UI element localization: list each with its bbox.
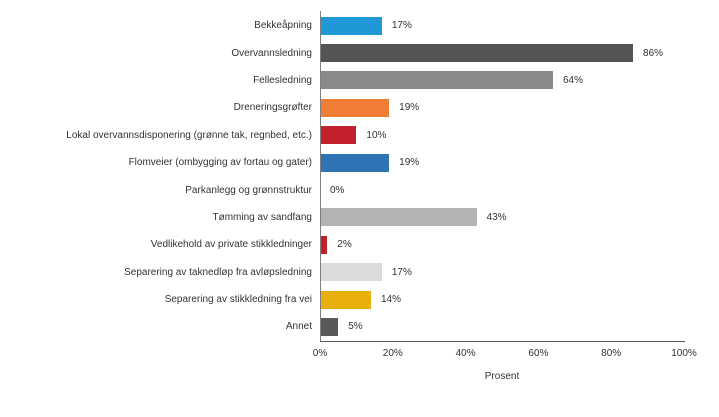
x-axis-title: Prosent <box>484 371 520 382</box>
chart-row: Lokal overvannsdisponering (grønne tak, … <box>0 122 719 149</box>
bar <box>320 16 382 35</box>
bar <box>320 263 382 282</box>
x-tick-label: 40% <box>455 348 476 359</box>
category-label: Flomveier (ombygging av fortau og gater) <box>128 157 312 169</box>
bar <box>320 317 339 336</box>
value-label: 14% <box>380 294 401 306</box>
chart-row: Tømming av sandfang 43% <box>0 204 719 231</box>
value-label: 2% <box>337 239 352 251</box>
value-label: 0% <box>330 184 345 196</box>
chart-row: Bekkeåpning 17% <box>0 12 719 39</box>
chart-row: Parkanlegg og grønnstruktur 0% <box>0 176 719 203</box>
category-label: Vedlikehold av private stikkledninger <box>150 239 312 251</box>
value-label: 43% <box>486 211 507 223</box>
category-label: Parkanlegg og grønnstruktur <box>185 184 312 196</box>
bar <box>320 126 357 145</box>
bar-track: 14% <box>320 290 719 309</box>
y-axis-line <box>320 11 321 341</box>
bar <box>320 98 390 117</box>
bar-track: 19% <box>320 98 719 117</box>
category-label: Dreneringsgrøfter <box>233 102 312 114</box>
bar-track: 17% <box>320 263 719 282</box>
category-label: Annet <box>285 321 312 333</box>
bar <box>320 44 634 63</box>
bar-track: 43% <box>320 208 719 227</box>
category-label: Tømming av sandfang <box>212 211 313 223</box>
category-label: Separering av taknedløp fra avløpslednin… <box>124 266 312 278</box>
category-label: Overvannsledning <box>231 47 312 59</box>
bar-track: 2% <box>320 235 719 254</box>
chart-row: Overvannsledning 86% <box>0 39 719 66</box>
value-label: 19% <box>399 157 420 169</box>
bar <box>320 290 371 309</box>
chart-row: Separering av taknedløp fra avløpslednin… <box>0 259 719 286</box>
bar-rows: Bekkeåpning 17% Overvannsledning 86% Fellesl… <box>0 12 719 341</box>
value-label: 5% <box>348 321 363 333</box>
x-tick-label: 20% <box>382 348 403 359</box>
bar-track: 19% <box>320 153 719 172</box>
bar-track: 86% <box>320 44 719 63</box>
chart-row: Fellesledning 64% <box>0 67 719 94</box>
chart-row: Vedlikehold av private stikkledninger 2% <box>0 231 719 258</box>
value-label: 64% <box>562 74 583 86</box>
category-label: Bekkeåpning <box>254 20 312 32</box>
value-label: 17% <box>391 266 412 278</box>
category-label: Lokal overvannsdisponering (grønne tak, … <box>66 129 312 141</box>
category-label: Separering av stikkledning fra vei <box>164 294 312 306</box>
value-label: 19% <box>399 102 420 114</box>
bar <box>320 153 390 172</box>
x-tick-label: 100% <box>671 348 697 359</box>
value-label: 10% <box>366 129 387 141</box>
x-axis-line <box>320 341 685 342</box>
x-axis-ticks: 0% 20% 40% 60% 80% 100% <box>313 348 697 362</box>
category-label: Fellesledning <box>253 74 312 86</box>
bar-track: 0% <box>320 181 719 199</box>
bar <box>320 71 553 90</box>
chart-row: Flomveier (ombygging av fortau og gater)… <box>0 149 719 176</box>
x-tick-label: 80% <box>601 348 622 359</box>
bar <box>320 235 328 254</box>
bar-track: 64% <box>320 71 719 90</box>
bar <box>320 208 477 227</box>
value-label: 86% <box>643 47 664 59</box>
chart-row: Dreneringsgrøfter 19% <box>0 94 719 121</box>
x-tick-label: 60% <box>528 348 549 359</box>
x-tick-label: 0% <box>312 348 328 359</box>
chart-row: Separering av stikkledning fra vei 14% <box>0 286 719 313</box>
bar-track: 5% <box>320 317 719 336</box>
value-label: 17% <box>391 20 412 32</box>
bar-track: 17% <box>320 16 719 35</box>
bar-track: 10% <box>320 126 719 145</box>
chart-row: Annet 5% <box>0 313 719 340</box>
